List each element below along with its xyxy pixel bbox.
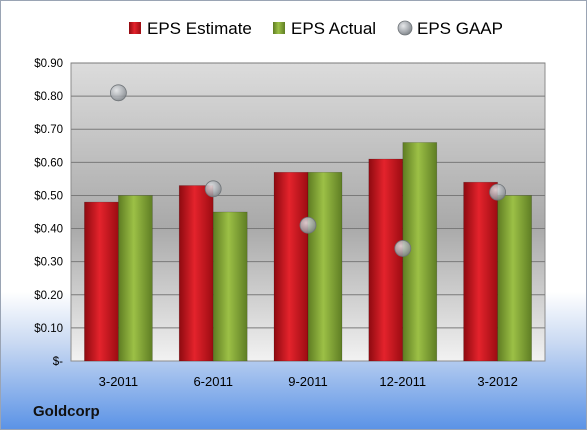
legend-label: EPS Actual — [291, 19, 376, 38]
legend-label: EPS Estimate — [147, 19, 252, 38]
actual-bar — [497, 195, 532, 362]
bars — [84, 142, 532, 362]
actual-bar — [307, 171, 343, 362]
y-tick-label: $- — [53, 356, 63, 368]
y-tick-label: $0.50 — [34, 190, 63, 202]
legend-swatch — [397, 20, 413, 36]
y-tick-label: $0.80 — [34, 91, 63, 103]
y-tick-label: $0.60 — [34, 157, 63, 169]
estimate-bar — [463, 181, 498, 362]
legend-swatch — [129, 22, 141, 34]
actual-bar — [212, 211, 248, 362]
y-tick-label: $0.70 — [34, 124, 63, 136]
actual-bar — [118, 195, 153, 362]
y-axis-ticks: $- $0.10 $0.20 $0.30 $0.40 $0.50 $0.60 $0.70 $0.… — [34, 58, 63, 368]
y-tick-label: $0.40 — [34, 224, 63, 236]
eps-chart: $- $0.10 $0.20 $0.30 $0.40 $0.50 $0.60 $0.70 $0.… — [34, 19, 546, 389]
y-tick-label: $0.90 — [34, 58, 63, 70]
estimate-bar — [84, 201, 119, 362]
gaap-marker — [489, 183, 507, 201]
y-tick-label: $0.30 — [34, 257, 63, 269]
company-name: Goldcorp — [33, 403, 100, 420]
x-tick-label: 3-2011 — [99, 374, 139, 389]
gaap-marker — [299, 216, 317, 234]
legend-label: EPS GAAP — [417, 19, 503, 38]
estimate-bar — [273, 171, 309, 362]
gaap-marker — [204, 180, 222, 198]
x-tick-label: 12-2011 — [379, 374, 426, 389]
estimate-bar — [368, 158, 404, 362]
gaap-markers — [110, 84, 507, 257]
gaap-marker — [394, 240, 412, 257]
x-tick-label: 6-2011 — [193, 374, 233, 389]
y-tick-label: $0.10 — [34, 323, 63, 335]
gaap-marker — [110, 84, 127, 102]
x-axis-ticks: 3-2011 6-2011 9-2011 12-2011 3-2012 — [99, 374, 518, 389]
legend: EPS Estimate EPS Actual EPS GAAP — [129, 19, 503, 38]
x-tick-label: 9-2011 — [288, 374, 328, 389]
legend-swatch — [273, 22, 285, 34]
y-tick-label: $0.20 — [34, 290, 63, 302]
x-tick-label: 3-2012 — [477, 374, 517, 389]
estimate-bar — [178, 185, 214, 362]
